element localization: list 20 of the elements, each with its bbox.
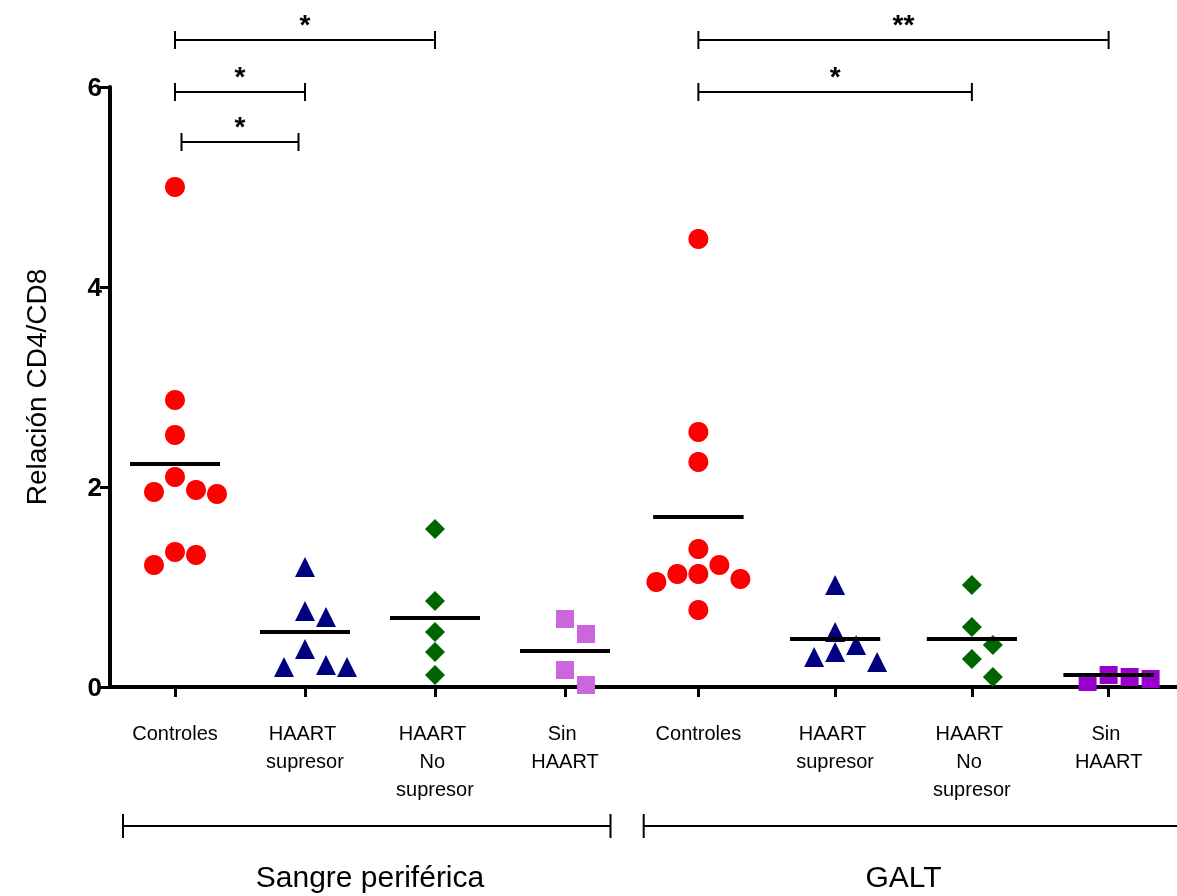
- x-tick-label: Controles: [132, 722, 218, 744]
- x-tick-label: Sin HAART: [531, 722, 599, 772]
- x-axis-title: GALT: [865, 859, 942, 893]
- y-axis-title: Relación CD4/CD8: [20, 268, 52, 506]
- text: *: [299, 8, 311, 40]
- x-tick-label: Sin HAART: [1074, 722, 1143, 772]
- y-tick-label: 0: [87, 672, 102, 702]
- x-axis-title: Sangre periférica: [255, 859, 485, 893]
- y-tick-label: 2: [87, 472, 102, 502]
- y-tick-label: 6: [87, 72, 102, 102]
- x-tick-label: HAART No supresor: [396, 722, 475, 800]
- x-tick-label: HAART supresor: [266, 722, 345, 772]
- x-tick-label: HAART supresor: [796, 722, 875, 772]
- x-tick-label: Controles: [655, 722, 742, 744]
- annotation: *: [234, 110, 246, 142]
- annotation: *: [829, 60, 841, 92]
- annotation: *: [234, 60, 246, 92]
- y-tick-label: 4: [87, 272, 103, 302]
- text: **: [892, 8, 915, 40]
- x-tick-label: HAART No supresor: [932, 722, 1012, 800]
